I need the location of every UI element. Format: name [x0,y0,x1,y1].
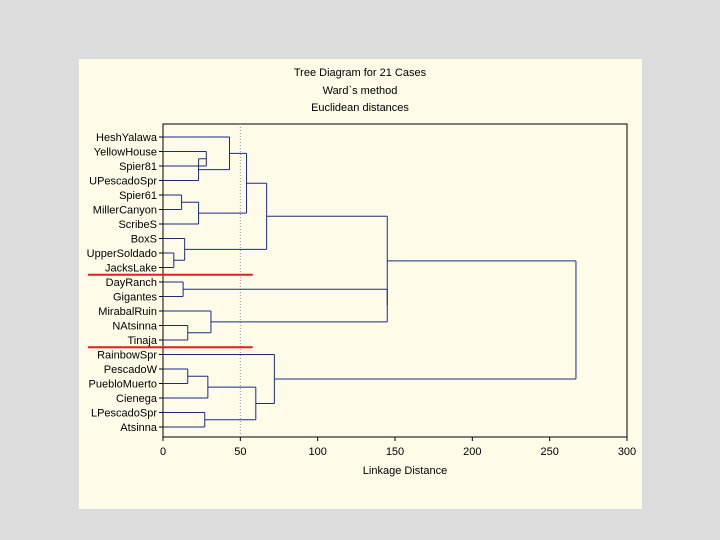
leaf-label: UPescadoSpr [89,176,157,188]
plot-frame [162,123,628,438]
leaf-label: HeshYalawa [96,132,158,144]
leaf-label: Spier81 [119,161,157,173]
x-tick-label: 250 [540,446,558,458]
leaf-label: YellowHouse [94,147,157,159]
x-tick-label: 150 [386,446,404,458]
leaf-label: NAtsinna [112,321,158,333]
chart-panel [79,59,642,509]
chart-subtitle-distance: Euclidean distances [311,102,409,114]
leaf-label: PuebloMuerto [89,379,158,391]
leaf-label: Gigantes [113,292,158,304]
leaf-label: MillerCanyon [93,205,157,217]
x-axis-label: Linkage Distance [363,465,447,477]
leaf-label: Cienega [116,393,158,405]
leaf-label: RainbowSpr [97,350,157,362]
leaf-label: BoxS [131,234,157,246]
leaf-label: LPescadoSpr [91,408,157,420]
chart-title: Tree Diagram for 21 Cases [293,67,427,79]
x-tick-label: 100 [308,446,326,458]
leaf-label: Atsinna [120,422,158,434]
leaf-label: JacksLake [105,263,157,275]
leaf-label: ScribeS [118,219,157,231]
leaf-label: PescadoW [104,364,158,376]
leaf-label: Spier61 [119,190,157,202]
x-tick-label: 50 [234,446,246,458]
x-tick-label: 200 [463,446,481,458]
x-tick-label: 300 [618,446,636,458]
leaf-label: MirabalRuin [98,306,157,318]
leaf-label: DayRanch [106,277,157,289]
chart-subtitle-method: Ward`s method [322,85,398,97]
leaf-label: UpperSoldado [87,248,157,260]
leaf-label: Tinaja [127,335,157,347]
x-tick-label: 0 [160,446,166,458]
